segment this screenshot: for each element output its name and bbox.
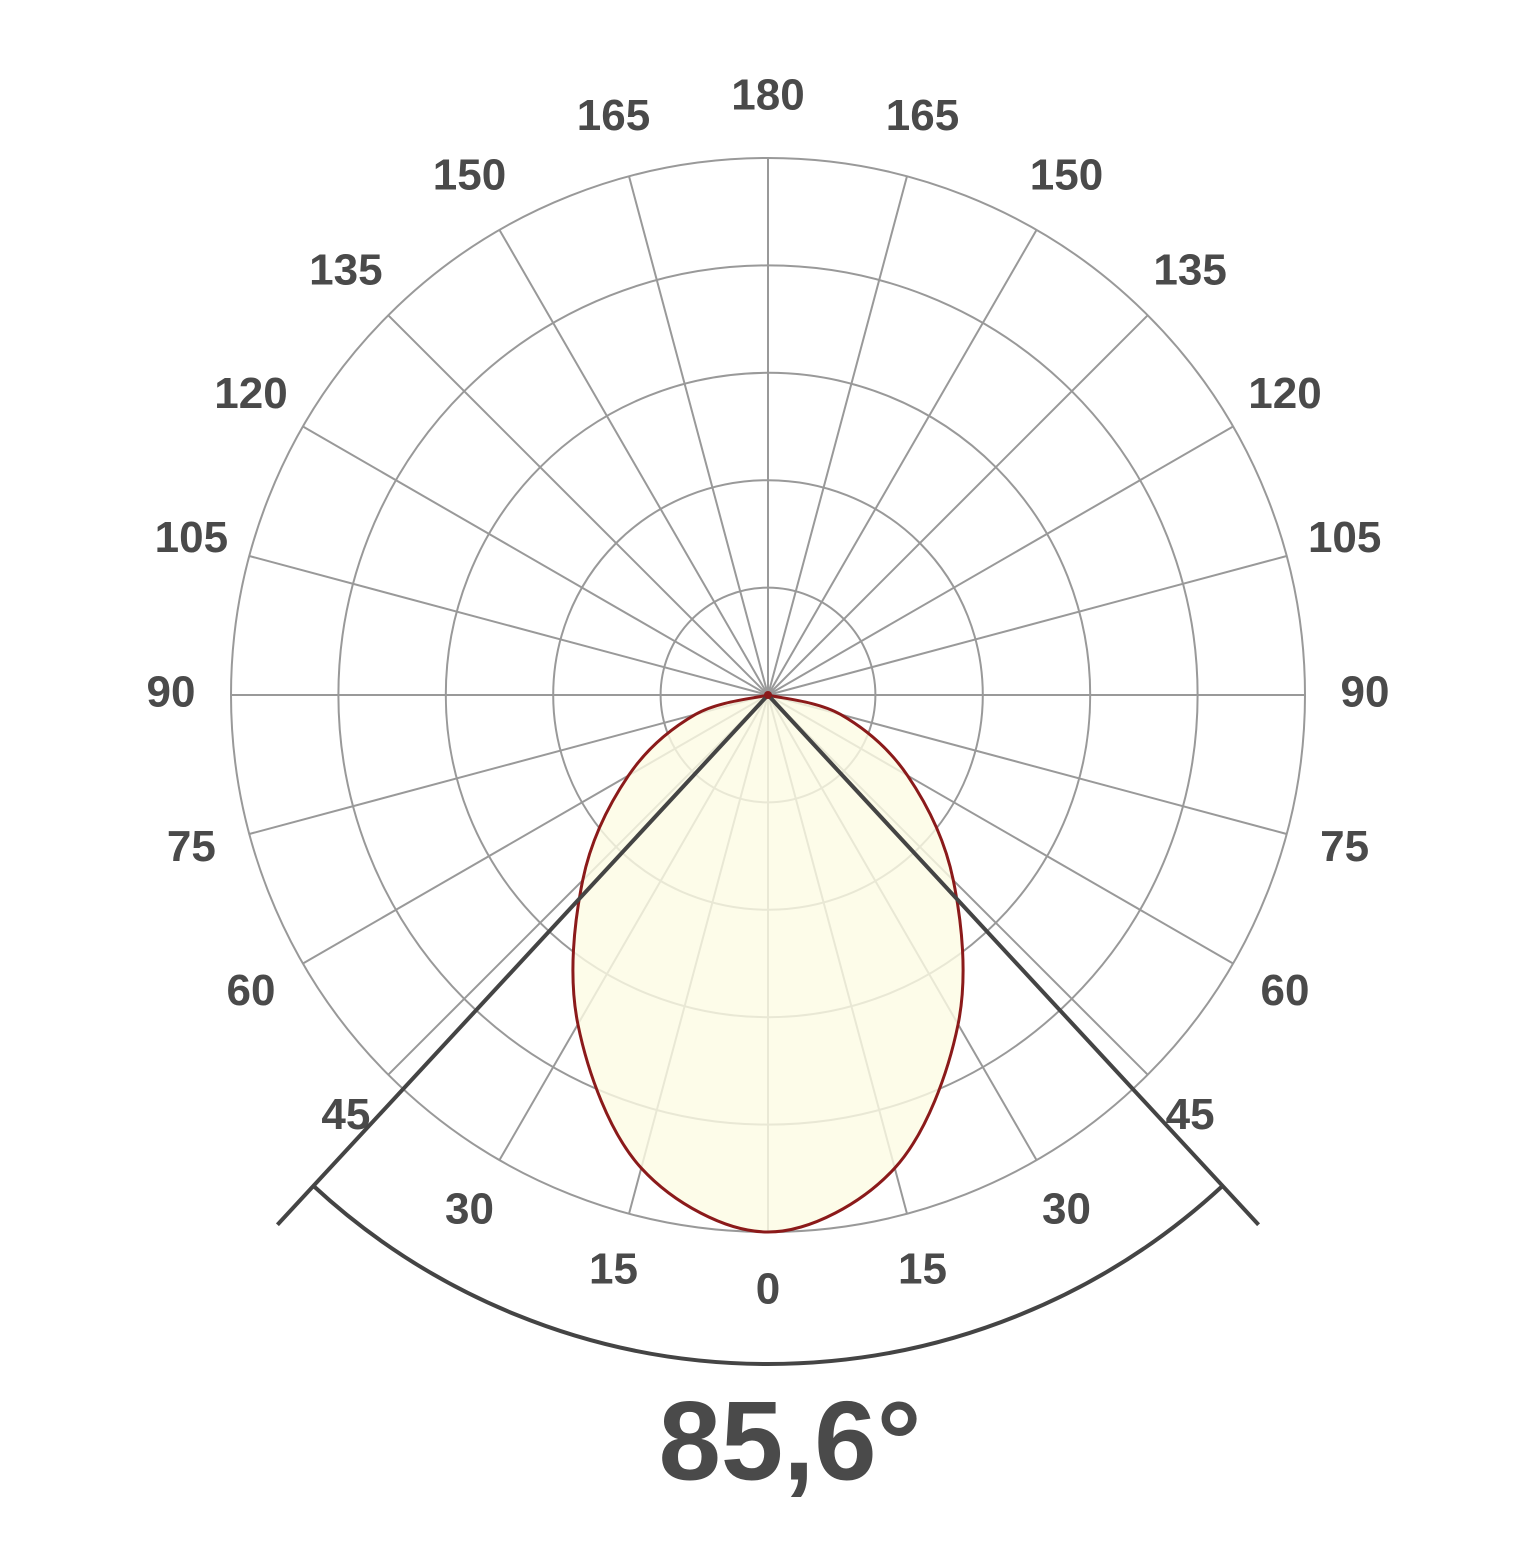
- angle-label: 15: [589, 1244, 638, 1293]
- grid-spoke: [498, 229, 769, 696]
- angle-label: 180: [731, 71, 804, 120]
- intensity-curve: [571, 693, 965, 1234]
- angle-label: 105: [1308, 513, 1381, 562]
- grid-spoke: [302, 425, 769, 696]
- angle-label: 105: [155, 513, 228, 562]
- grid-spoke: [767, 229, 1038, 696]
- grid-spoke: [767, 425, 1234, 696]
- angle-label: 150: [1030, 151, 1103, 200]
- angle-label: 90: [147, 668, 196, 717]
- angle-label: 90: [1341, 668, 1390, 717]
- grid-spoke: [767, 555, 1287, 696]
- beam-arc: [312, 1184, 1224, 1366]
- center-dot: [764, 691, 772, 699]
- angle-label: 75: [167, 822, 216, 871]
- angle-label: 150: [433, 151, 506, 200]
- grid-spoke: [249, 555, 769, 696]
- angle-label: 30: [1042, 1185, 1091, 1234]
- angle-label: 165: [577, 91, 650, 140]
- angle-label: 15: [898, 1244, 947, 1293]
- angle-label: 0: [756, 1265, 780, 1314]
- grid-spoke: [628, 176, 769, 696]
- angle-label: 135: [1153, 245, 1226, 294]
- grid-spoke: [767, 694, 1287, 835]
- grid-spoke: [387, 314, 769, 696]
- beam-angle-label: 85,6°: [659, 1379, 922, 1504]
- angle-label: 135: [309, 245, 382, 294]
- grid-spoke: [249, 694, 769, 835]
- angle-label: 60: [1261, 966, 1310, 1015]
- grid-spoke: [767, 176, 908, 696]
- angle-label: 120: [1248, 369, 1321, 418]
- beam-line: [766, 693, 1261, 1227]
- angle-label: 60: [227, 966, 276, 1015]
- grid-spoke: [767, 314, 1149, 696]
- angle-label: 165: [886, 91, 959, 140]
- angle-label: 30: [445, 1185, 494, 1234]
- angle-label: 120: [214, 369, 287, 418]
- angle-label: 75: [1320, 822, 1369, 871]
- beam-line: [275, 693, 770, 1227]
